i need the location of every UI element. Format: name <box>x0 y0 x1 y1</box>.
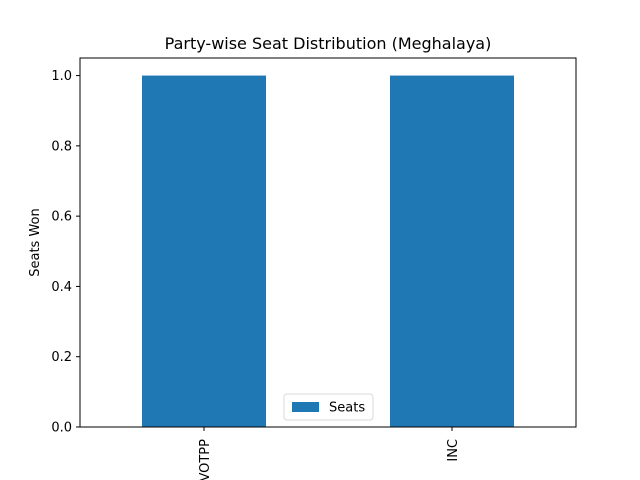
bars-layer <box>142 75 514 428</box>
y-tick-label-2: 0.4 <box>51 280 72 295</box>
y-axis-label: Seats Won <box>28 208 43 277</box>
x-tick-label-inc: INC <box>446 439 461 462</box>
y-tick-label-1: 0.2 <box>51 350 72 365</box>
legend: Seats <box>283 393 374 421</box>
bar-votpp <box>142 75 266 428</box>
legend-box <box>283 393 374 421</box>
y-tick-label-0: 0.0 <box>51 421 72 436</box>
x-tick-label-votpp: VOTPP <box>198 439 213 480</box>
y-tick-label-4: 0.8 <box>51 139 72 154</box>
plot-area: VOTPP INC 0.0 0.2 0.4 0.6 0.8 1.0 Seats <box>51 57 577 480</box>
y-tick-label-3: 0.6 <box>51 210 72 225</box>
legend-swatch <box>292 402 319 412</box>
legend-label: Seats <box>329 401 365 416</box>
y-tick-label-5: 1.0 <box>51 69 72 84</box>
chart-title: Party-wise Seat Distribution (Meghalaya) <box>165 34 492 53</box>
axes-layer: VOTPP INC 0.0 0.2 0.4 0.6 0.8 1.0 <box>51 57 577 480</box>
plot-frame <box>79 57 577 428</box>
bar-inc <box>390 75 514 428</box>
